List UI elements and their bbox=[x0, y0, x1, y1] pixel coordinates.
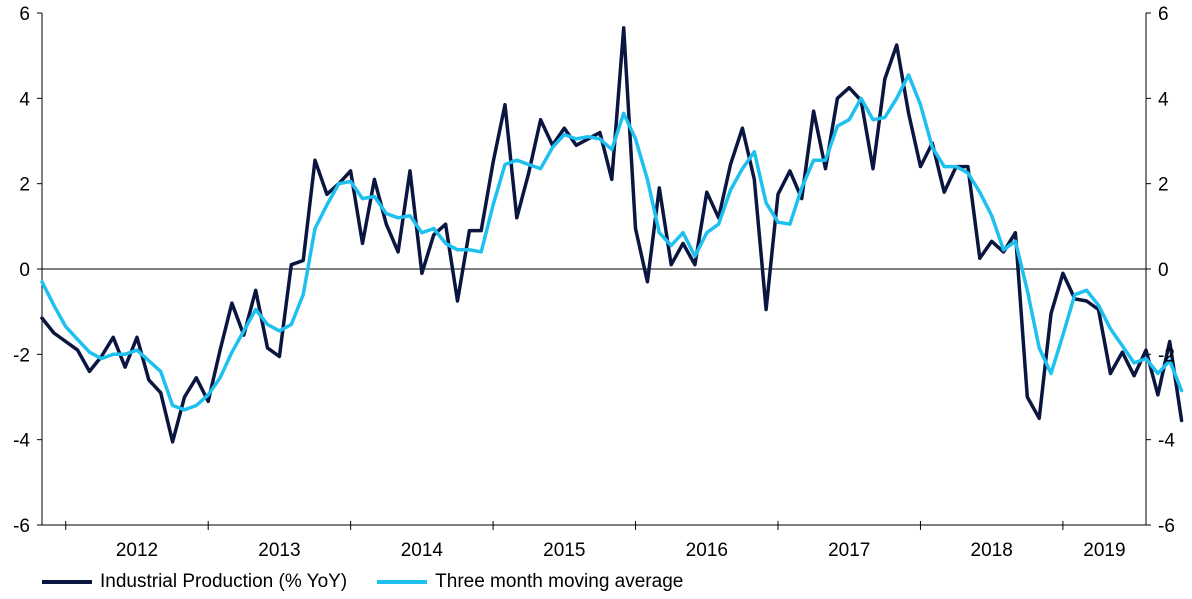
legend-label-industrial-production: Industrial Production (% YoY) bbox=[100, 571, 348, 592]
legend: Industrial Production (% YoY) Three mont… bbox=[42, 570, 713, 594]
y-tick-label-left: 4 bbox=[19, 89, 30, 110]
x-tick-label: 2016 bbox=[686, 540, 728, 561]
y-tick-label-right: -6 bbox=[1158, 516, 1175, 537]
y-tick-label-left: 6 bbox=[19, 4, 30, 25]
legend-swatch-industrial-production bbox=[42, 580, 92, 584]
x-tick-label: 2013 bbox=[258, 540, 300, 561]
y-tick-label-right: 0 bbox=[1158, 260, 1169, 281]
series-line-moving-average bbox=[40, 73, 1184, 412]
legend-item-industrial-production: Industrial Production (% YoY) bbox=[42, 571, 347, 593]
y-tick-label-left: -2 bbox=[13, 345, 30, 366]
series-layer bbox=[40, 26, 1184, 444]
y-tick-label-right: -2 bbox=[1158, 345, 1175, 366]
y-tick-label-right: 6 bbox=[1158, 4, 1169, 25]
y-tick-label-left: 2 bbox=[19, 175, 30, 196]
x-tick-label: 2019 bbox=[1083, 540, 1125, 561]
tick-labels: -6 -4 -2 0 2 4 6 -6 -4 -2 0 2 4 6 2012 2013 2014 2015 2016… bbox=[13, 4, 1175, 561]
y-tick-label-left: 0 bbox=[19, 260, 30, 281]
legend-label-moving-average: Three month moving average bbox=[435, 571, 684, 592]
x-tick-label: 2018 bbox=[971, 540, 1013, 561]
legend-swatch-moving-average bbox=[377, 580, 428, 584]
x-tick-label: 2017 bbox=[828, 540, 870, 561]
series-line-industrial-production bbox=[40, 26, 1184, 444]
y-tick-label-left: -6 bbox=[13, 516, 30, 537]
y-tick-label-right: 4 bbox=[1158, 89, 1169, 110]
x-tick-label: 2012 bbox=[116, 540, 158, 561]
y-tick-label-right: 2 bbox=[1158, 175, 1169, 196]
y-tick-label-right: -4 bbox=[1158, 431, 1175, 452]
x-tick-label: 2014 bbox=[401, 540, 444, 561]
y-tick-label-left: -4 bbox=[13, 431, 30, 452]
legend-item-moving-average: Three month moving average bbox=[377, 571, 683, 593]
x-tick-label: 2015 bbox=[543, 540, 585, 561]
plot-frame bbox=[37, 12, 1151, 530]
